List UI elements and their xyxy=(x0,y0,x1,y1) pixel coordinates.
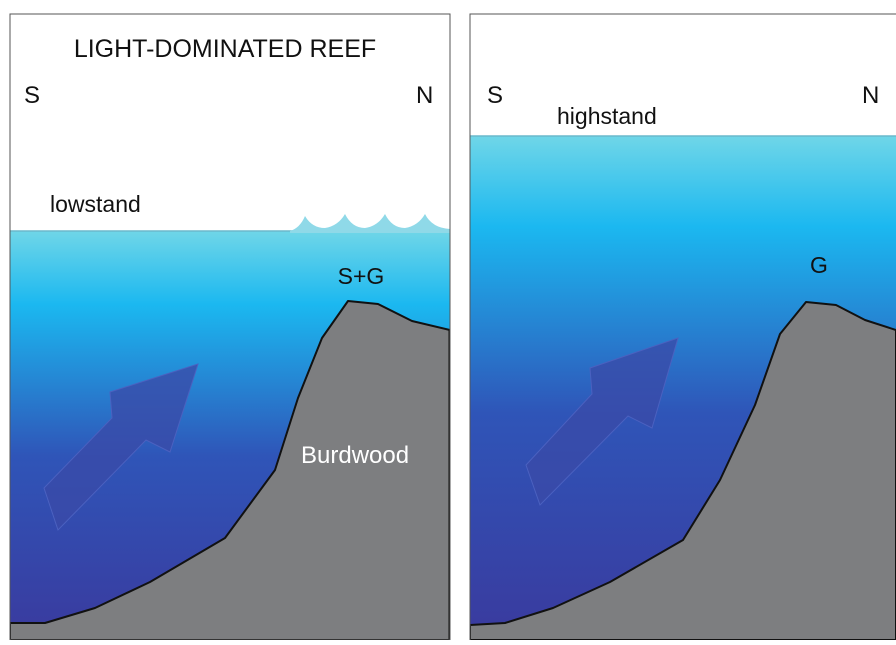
left-sea-level-label: lowstand xyxy=(50,191,141,217)
right-arrow xyxy=(525,337,679,506)
right-north-label: N xyxy=(862,82,879,109)
left-title: LIGHT-DOMINATED REEF xyxy=(74,35,376,63)
right-rock xyxy=(470,301,896,640)
right-reef-label: G xyxy=(810,252,828,278)
left-waves xyxy=(290,214,450,233)
right-panel xyxy=(470,135,896,640)
left-panel xyxy=(10,214,450,640)
right-frame xyxy=(469,13,896,640)
left-rock xyxy=(10,300,450,640)
left-north-label: N xyxy=(416,82,433,109)
right-south-label: S xyxy=(487,82,503,109)
right-sea-level-label: highstand xyxy=(557,103,657,129)
left-south-label: S xyxy=(24,82,40,109)
left-arrow xyxy=(43,363,199,531)
left-bank-label: Burdwood xyxy=(301,442,409,469)
left-reef-label: S+G xyxy=(338,263,385,289)
